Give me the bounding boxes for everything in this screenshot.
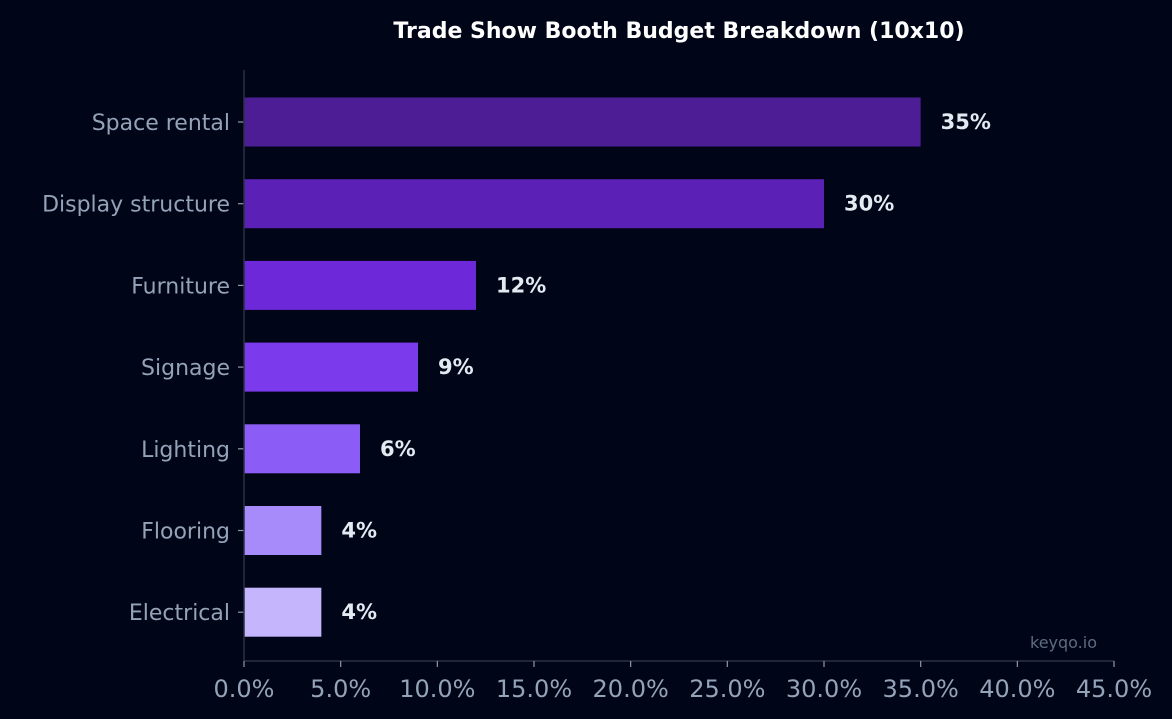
y-tick-label: Space rental <box>92 111 230 136</box>
data-label: 30% <box>844 192 894 216</box>
x-tick-label: 5.0% <box>310 675 371 703</box>
bar-electrical <box>244 587 322 637</box>
x-tick-label: 25.0% <box>689 675 765 703</box>
chart-title: Trade Show Booth Budget Breakdown (10x10… <box>393 19 964 44</box>
x-tick-label: 40.0% <box>979 675 1055 703</box>
x-tick-label: 0.0% <box>214 675 275 703</box>
data-label: 6% <box>380 437 416 461</box>
bar-furniture <box>244 260 476 310</box>
x-tick-label: 35.0% <box>883 675 959 703</box>
bar-signage <box>244 342 418 392</box>
watermark: keyqo.io <box>1030 633 1097 652</box>
data-label: 35% <box>941 110 991 134</box>
data-label: 12% <box>496 273 546 297</box>
data-label: 4% <box>341 600 377 624</box>
y-tick-label: Signage <box>141 356 230 381</box>
y-tick-label: Lighting <box>141 438 230 463</box>
data-label: 9% <box>438 355 474 379</box>
y-tick-label: Electrical <box>129 601 230 626</box>
bar-flooring <box>244 506 322 555</box>
x-tick-label: 15.0% <box>496 675 572 703</box>
y-tick-label: Furniture <box>131 274 230 299</box>
bar-display-structure <box>244 179 824 229</box>
y-tick-label: Display structure <box>42 193 230 218</box>
bar-space-rental <box>244 97 921 147</box>
x-tick-label: 20.0% <box>593 675 669 703</box>
data-label: 4% <box>341 519 377 543</box>
x-tick-label: 45.0% <box>1076 675 1152 703</box>
x-tick-label: 30.0% <box>786 675 862 703</box>
bar-lighting <box>244 424 360 474</box>
y-tick-label: Flooring <box>141 520 230 545</box>
x-tick-label: 10.0% <box>399 675 475 703</box>
